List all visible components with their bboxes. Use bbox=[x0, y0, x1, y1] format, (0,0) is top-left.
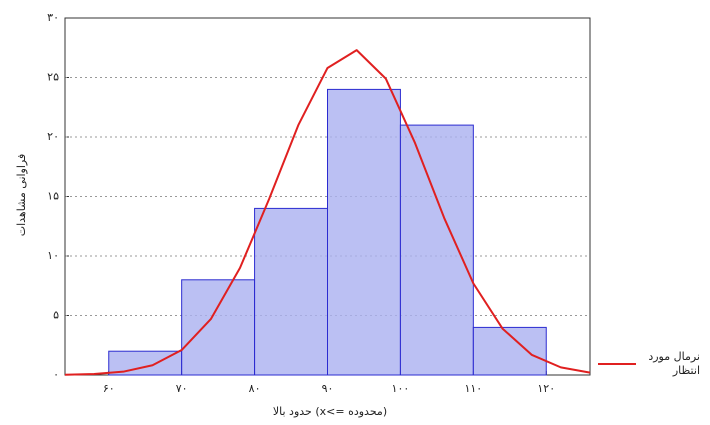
y-tick-label: ۲۰ bbox=[47, 130, 59, 143]
x-tick-label: ۷۰ bbox=[176, 382, 188, 395]
bar bbox=[181, 279, 256, 376]
x-axis-label: حدود بالا (x<= محدوده) bbox=[273, 405, 387, 418]
legend-label: نرمال مورد انتظار bbox=[648, 350, 700, 377]
y-tick-label: ۵ bbox=[53, 309, 59, 322]
x-tick-label: ۱۱۰ bbox=[464, 382, 482, 395]
y-tick-label: ۰ bbox=[53, 368, 59, 381]
y-tick-label: ۳۰ bbox=[47, 11, 59, 24]
bar bbox=[327, 88, 401, 376]
normal-curve bbox=[64, 49, 591, 376]
y-tick-label: ۱۰ bbox=[47, 249, 59, 262]
y-tick-label: ۲۵ bbox=[47, 71, 59, 84]
x-tick-label: ۹۰ bbox=[322, 382, 334, 395]
x-tick-label: ۱۲۰ bbox=[537, 382, 555, 395]
y-tick-label: ۱۵ bbox=[47, 190, 59, 203]
bar bbox=[399, 124, 474, 376]
x-tick-label: ۶۰ bbox=[103, 382, 115, 395]
bar bbox=[254, 207, 328, 376]
x-tick-label: ۸۰ bbox=[249, 382, 261, 395]
y-axis-label: فراوانی مشاهدات bbox=[15, 154, 28, 237]
x-tick-label: ۱۰۰ bbox=[392, 382, 410, 395]
